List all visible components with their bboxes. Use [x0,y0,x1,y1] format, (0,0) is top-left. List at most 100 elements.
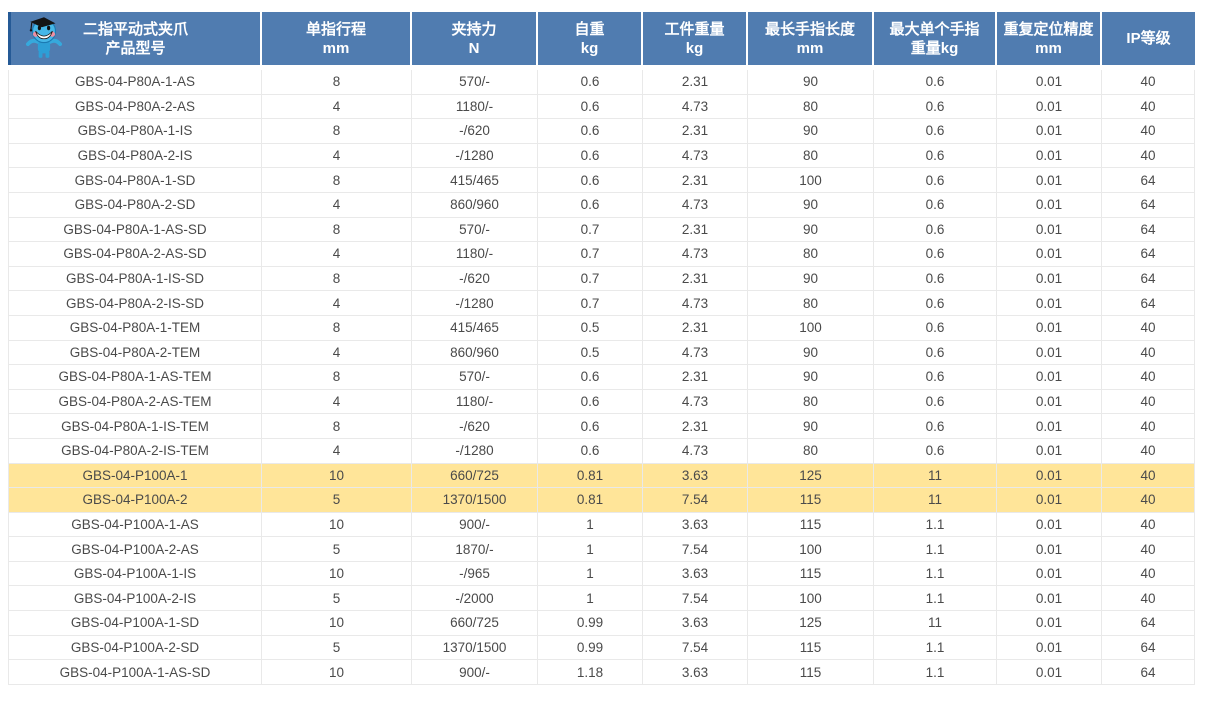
cell-max-single-finger-weight: 1.1 [874,512,997,538]
cell-single-finger-stroke: 8 [262,70,412,95]
cell-single-finger-stroke: 5 [262,635,412,661]
table-row: GBS-04-P100A-2-AS 5 1870/- 1 7.54 100 1.1 0.01 4… [8,537,1195,562]
cell-max-single-finger-weight: 0.6 [874,192,997,218]
header-line2: kg [685,39,704,57]
cell-single-finger-stroke: 10 [262,463,412,489]
cell-self-weight: 0.6 [538,389,643,415]
cell-max-single-finger-weight: 1.1 [874,660,997,685]
table-row: GBS-04-P80A-2-AS-TEM 4 1180/- 0.6 4.73 80 0.6 0… [8,389,1195,415]
cell-self-weight: 0.99 [538,635,643,661]
cell-grip-force: 660/725 [412,611,538,636]
cell-max-finger-length: 90 [748,119,874,144]
cell-repeat-accuracy: 0.01 [997,414,1102,439]
cell-max-finger-length: 125 [748,611,874,636]
cell-single-finger-stroke: 4 [262,340,412,366]
cell-single-finger-stroke: 8 [262,168,412,193]
cell-max-single-finger-weight: 1.1 [874,586,997,612]
table-row: GBS-04-P100A-1-AS 10 900/- 1 3.63 115 1.1 0.01 4… [8,512,1195,538]
cell-self-weight: 0.6 [538,70,643,95]
header-line1: 夹持力 [451,20,497,38]
cell-workpiece-weight: 3.63 [643,463,748,489]
cell-workpiece-weight: 7.54 [643,635,748,661]
cell-ip-rating: 40 [1102,365,1195,390]
cell-repeat-accuracy: 0.01 [997,94,1102,120]
table-row: GBS-04-P100A-1-AS-SD 10 900/- 1.18 3.63 115 1.… [8,660,1195,685]
cell-single-finger-stroke: 8 [262,119,412,144]
cell-grip-force: -/1280 [412,143,538,169]
cell-grip-force: 860/960 [412,192,538,218]
cell-self-weight: 0.7 [538,242,643,267]
cell-workpiece-weight: 2.31 [643,119,748,144]
cell-grip-force: 1370/1500 [412,635,538,661]
cell-model: GBS-04-P80A-1-IS-TEM [8,414,262,439]
cell-model: GBS-04-P100A-1 [8,463,262,489]
cell-max-single-finger-weight: 0.6 [874,242,997,267]
cell-single-finger-stroke: 8 [262,365,412,390]
cell-workpiece-weight: 2.31 [643,266,748,292]
cell-self-weight: 0.5 [538,340,643,366]
cell-max-finger-length: 100 [748,586,874,612]
table-row: GBS-04-P80A-2-IS-TEM 4 -/1280 0.6 4.73 80 0.6 0… [8,438,1195,464]
cell-model: GBS-04-P100A-1-AS [8,512,262,538]
table-row: GBS-04-P100A-1-IS 10 -/965 1 3.63 115 1.1 0.01 4… [8,561,1195,587]
cell-max-finger-length: 80 [748,291,874,316]
cell-workpiece-weight: 4.73 [643,389,748,415]
header-line1: 工件重量 [664,20,725,38]
cell-single-finger-stroke: 5 [262,537,412,562]
table-row: GBS-04-P80A-2-AS-SD 4 1180/- 0.7 4.73 80 0.6 0.… [8,242,1195,267]
cell-workpiece-weight: 4.73 [643,143,748,169]
cell-max-single-finger-weight: 0.6 [874,291,997,316]
cell-repeat-accuracy: 0.01 [997,586,1102,612]
cell-max-single-finger-weight: 0.6 [874,70,997,95]
cell-single-finger-stroke: 4 [262,438,412,464]
cell-self-weight: 0.7 [538,217,643,243]
cell-max-single-finger-weight: 0.6 [874,217,997,243]
cell-repeat-accuracy: 0.01 [997,242,1102,267]
cell-max-finger-length: 90 [748,414,874,439]
cell-workpiece-weight: 4.73 [643,438,748,464]
cell-model: GBS-04-P100A-1-SD [8,611,262,636]
cell-ip-rating: 40 [1102,512,1195,538]
cell-workpiece-weight: 7.54 [643,537,748,562]
cell-max-finger-length: 125 [748,463,874,489]
cell-repeat-accuracy: 0.01 [997,660,1102,685]
header-single-finger-stroke: 单指行程 mm [262,12,412,65]
cell-grip-force: -/1280 [412,291,538,316]
cell-ip-rating: 64 [1102,192,1195,218]
header-line1: 二指平动式夹爪 [82,20,188,38]
cell-repeat-accuracy: 0.01 [997,389,1102,415]
cell-model: GBS-04-P80A-2-IS-TEM [8,438,262,464]
table-row: GBS-04-P80A-2-TEM 4 860/960 0.5 4.73 90 0.6 0.0… [8,340,1195,366]
header-grip-force: 夹持力 N [412,12,538,65]
cell-model: GBS-04-P80A-2-IS-SD [8,291,262,316]
table-row: GBS-04-P80A-2-AS 4 1180/- 0.6 4.73 80 0.6 0.01 4… [8,94,1195,120]
cell-max-single-finger-weight: 0.6 [874,315,997,341]
cell-self-weight: 0.6 [538,143,643,169]
cell-max-single-finger-weight: 0.6 [874,168,997,193]
cell-workpiece-weight: 4.73 [643,242,748,267]
cell-max-finger-length: 115 [748,488,874,513]
header-ip-rating: IP等级 [1102,12,1195,65]
table-row-highlighted: GBS-04-P100A-2 5 1370/1500 0.81 7.54 115 11 0.0… [8,488,1195,513]
table-row: GBS-04-P80A-1-TEM 8 415/465 0.5 2.31 100 0.6 0.… [8,315,1195,341]
header-line1: 重复定位精度 [1003,20,1094,38]
cell-grip-force: -/620 [412,414,538,439]
cell-single-finger-stroke: 8 [262,315,412,341]
cell-ip-rating: 40 [1102,537,1195,562]
cell-self-weight: 0.6 [538,365,643,390]
cell-model: GBS-04-P100A-2-IS [8,586,262,612]
cell-grip-force: -/2000 [412,586,538,612]
cell-single-finger-stroke: 4 [262,94,412,120]
cell-max-single-finger-weight: 11 [874,611,997,636]
cell-max-single-finger-weight: 1.1 [874,561,997,587]
cell-ip-rating: 40 [1102,586,1195,612]
cell-repeat-accuracy: 0.01 [997,266,1102,292]
cell-max-finger-length: 80 [748,242,874,267]
cell-max-finger-length: 115 [748,660,874,685]
cell-max-single-finger-weight: 0.6 [874,143,997,169]
cell-ip-rating: 40 [1102,463,1195,489]
cell-max-single-finger-weight: 0.6 [874,414,997,439]
cell-model: GBS-04-P80A-2-AS-SD [8,242,262,267]
cell-workpiece-weight: 2.31 [643,414,748,439]
cell-workpiece-weight: 4.73 [643,192,748,218]
